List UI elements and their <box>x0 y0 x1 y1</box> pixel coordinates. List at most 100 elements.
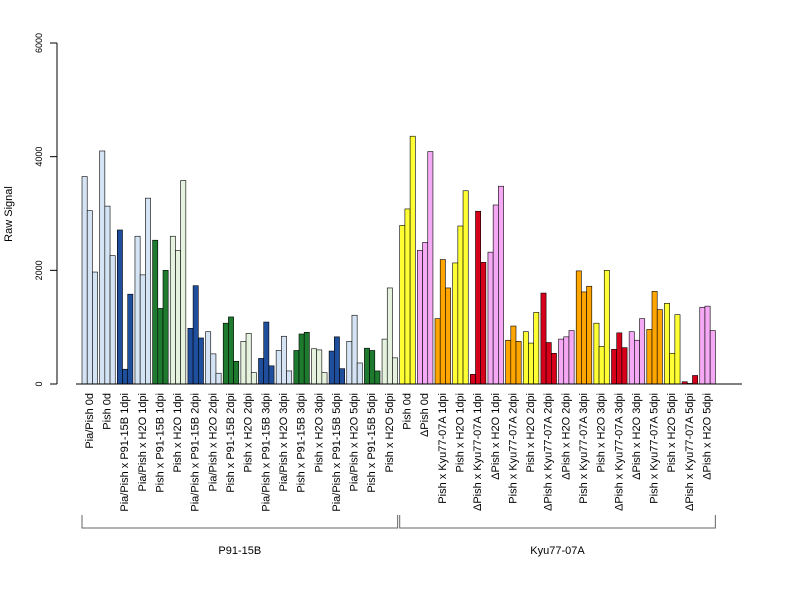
bar <box>510 325 517 385</box>
category-label: ΔPish x H2O 2dpi <box>560 393 572 480</box>
bar <box>656 309 663 385</box>
bar <box>233 360 240 385</box>
bar <box>222 322 229 385</box>
y-axis: 0 2000 4000 6000 <box>34 33 58 387</box>
bar <box>550 353 557 385</box>
category-label: Pia/Pish x P91-15B 5dpi <box>331 393 343 512</box>
bar <box>298 333 305 385</box>
category-label: Pia/Pish x H2O 1dpi <box>137 393 149 491</box>
bar <box>364 347 370 385</box>
bar <box>709 330 716 385</box>
category-label: Pish x H2O 5dpi <box>384 393 396 472</box>
bar <box>593 322 600 385</box>
bar <box>558 338 565 385</box>
bar <box>258 358 264 385</box>
bar <box>639 318 646 385</box>
bar <box>157 308 164 385</box>
bar <box>704 305 711 385</box>
bar <box>169 235 176 385</box>
bar <box>628 331 635 385</box>
bar <box>152 239 159 385</box>
category-label: Pia/Pish 0d <box>84 393 96 449</box>
bar <box>215 372 222 385</box>
bar <box>328 350 335 385</box>
category-label: Pish x Kyu77-07A 2dpi <box>507 393 519 504</box>
category-label: ΔPish x H2O 3dpi <box>631 393 643 480</box>
category-label: Pish 0d <box>102 393 114 430</box>
bar <box>381 338 388 385</box>
bar <box>263 321 270 385</box>
bar <box>692 375 698 385</box>
bar <box>434 318 441 385</box>
bar <box>303 331 310 385</box>
category-labels: Pia/Pish 0d Pish 0d Pia/Pish x P91-15B 1dp… <box>84 393 714 512</box>
bar <box>669 353 676 385</box>
bar <box>621 347 628 385</box>
bar <box>417 250 423 385</box>
bar <box>575 270 582 385</box>
bar <box>333 336 340 385</box>
category-label: Pia/Pish x P91-15B 1dpi <box>119 393 131 512</box>
bar <box>250 372 257 385</box>
bar <box>109 255 116 385</box>
bar <box>81 176 88 385</box>
category-label: Pish x Kyu77-07A 3dpi <box>578 393 590 504</box>
bar <box>311 348 317 385</box>
y-axis-label: Raw Signal <box>3 186 15 242</box>
bar <box>192 285 199 385</box>
category-label: Pish 0d <box>402 393 414 430</box>
bar <box>522 331 529 385</box>
bars-layer <box>81 135 716 385</box>
bar <box>205 331 212 385</box>
bar <box>162 270 169 385</box>
category-label: Pish x P91-15B 5dpi <box>366 393 378 493</box>
bar <box>545 342 552 385</box>
bar <box>445 287 451 385</box>
category-label: ΔPish 0d <box>419 393 431 437</box>
bar <box>275 350 282 385</box>
bar <box>528 342 534 385</box>
bar <box>117 229 123 385</box>
category-label: ΔPish x H2O 5dpi <box>702 393 714 480</box>
category-label: Pish x P91-15B 1dpi <box>154 393 166 493</box>
y-tick-label: 0 <box>34 381 44 386</box>
bar <box>127 293 134 385</box>
bar <box>374 370 381 385</box>
bar <box>533 312 540 385</box>
category-label: Pish x H2O 3dpi <box>596 393 608 472</box>
group-brackets: P91-15B Kyu77-07A <box>81 515 716 557</box>
category-label: Pia/Pish x P91-15B 3dpi <box>260 393 272 512</box>
y-tick-label: 6000 <box>34 33 44 53</box>
bar <box>634 339 640 385</box>
bar <box>286 370 293 385</box>
category-label: Pia/Pish x H2O 5dpi <box>349 393 361 491</box>
category-label: Pish x P91-15B 3dpi <box>296 393 308 493</box>
bar <box>586 285 593 385</box>
group-bracket <box>81 515 399 529</box>
bar <box>198 337 204 385</box>
bar <box>540 292 547 385</box>
bar <box>616 332 623 385</box>
category-label: Pish x H2O 1dpi <box>454 393 466 472</box>
bar <box>228 316 234 385</box>
category-label: Pish x Kyu77-07A 1dpi <box>437 393 449 504</box>
bar <box>563 336 570 385</box>
bar <box>469 374 476 385</box>
bar <box>492 204 499 385</box>
bar <box>240 341 247 385</box>
bar <box>498 185 504 385</box>
category-label: Pish x H2O 1dpi <box>172 393 184 472</box>
category-label: Pish x H2O 2dpi <box>525 393 537 472</box>
bar <box>145 197 151 385</box>
bar <box>92 271 98 385</box>
bar <box>611 349 617 385</box>
bar <box>462 190 469 385</box>
bar <box>399 225 406 385</box>
bar <box>699 306 706 385</box>
bar <box>104 205 111 385</box>
bar <box>603 270 610 385</box>
category-label: Pish x H2O 2dpi <box>243 393 255 472</box>
bar <box>409 135 416 385</box>
bar <box>427 151 434 385</box>
